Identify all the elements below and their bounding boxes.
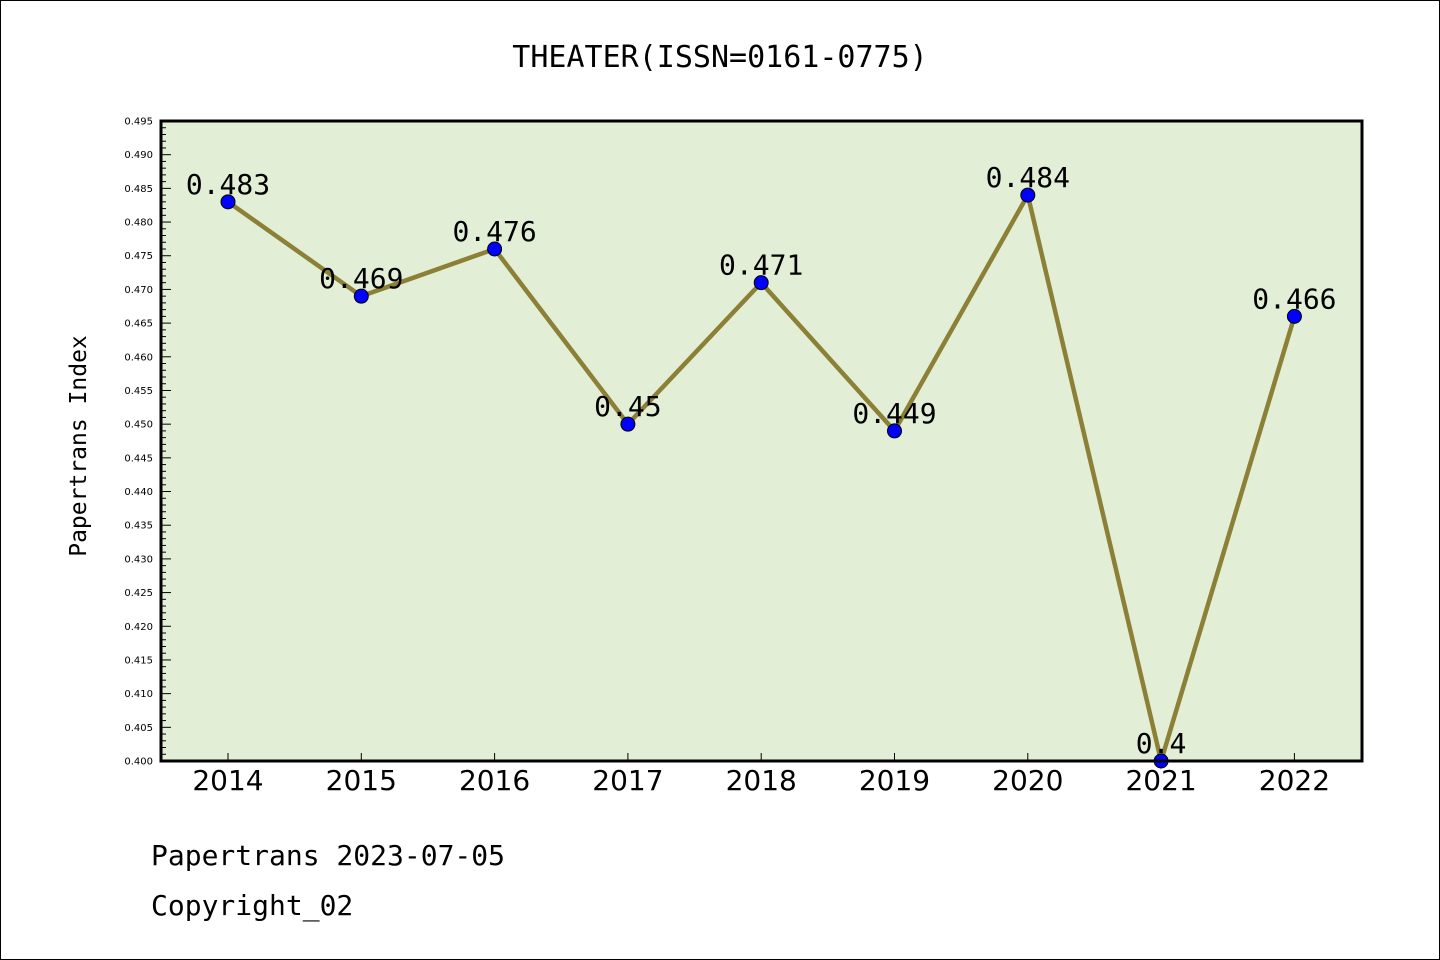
x-tick-label: 2014 xyxy=(192,764,263,797)
y-tick-label: 0.400 xyxy=(124,757,153,768)
data-point xyxy=(753,275,769,291)
y-tick-label: 0.415 xyxy=(124,655,153,666)
y-tick-label: 0.460 xyxy=(124,352,153,363)
y-tick-label: 0.420 xyxy=(124,622,153,633)
y-tick-label: 0.455 xyxy=(124,386,153,397)
x-tick-label: 2020 xyxy=(992,764,1063,797)
data-label: 0.483 xyxy=(186,168,270,201)
data-label: 0.469 xyxy=(319,262,403,295)
data-label: 0.476 xyxy=(452,215,536,248)
x-axis: 2014 2015 2016 2017 2018 2019 2020 2021 2022 xyxy=(192,753,1330,797)
data-point xyxy=(1020,187,1036,203)
data-label: 0.45 xyxy=(594,390,661,423)
y-tick-label: 0.480 xyxy=(124,218,153,229)
y-tick-label: 0.445 xyxy=(124,453,153,464)
y-tick-label: 0.470 xyxy=(124,285,153,296)
plot-area xyxy=(161,121,1362,761)
data-point xyxy=(620,416,636,432)
data-point xyxy=(1286,308,1302,324)
y-tick-label: 0.495 xyxy=(124,117,153,128)
footer-copyright: Copyright_02 xyxy=(151,889,353,923)
x-tick-label: 2022 xyxy=(1259,764,1330,797)
y-tick-label: 0.485 xyxy=(124,184,153,195)
y-tick-label: 0.425 xyxy=(124,588,153,599)
data-label: 0.484 xyxy=(986,161,1070,194)
data-label: 0.471 xyxy=(719,249,803,282)
y-tick-label: 0.450 xyxy=(124,420,153,431)
data-label: 0.449 xyxy=(852,397,936,430)
x-tick-label: 2017 xyxy=(592,764,663,797)
data-point xyxy=(220,194,236,210)
y-tick-label: 0.430 xyxy=(124,554,153,565)
y-tick-label: 0.490 xyxy=(124,150,153,161)
y-tick-label: 0.465 xyxy=(124,319,153,330)
data-point xyxy=(487,241,503,257)
footer-date: Papertrans 2023-07-05 xyxy=(151,839,505,872)
x-tick-label: 2019 xyxy=(859,764,930,797)
y-tick-label: 0.405 xyxy=(124,723,153,734)
series-group: 0.483 0.469 0.476 0.45 0.471 0.449 0.484 0.4 0.4… xyxy=(186,161,1337,770)
data-label: 0.466 xyxy=(1252,282,1336,315)
y-tick-label: 0.440 xyxy=(124,487,153,498)
data-point xyxy=(887,423,902,439)
x-tick-label: 2018 xyxy=(726,764,797,797)
x-tick-label: 2015 xyxy=(326,764,397,797)
y-tick-label: 0.410 xyxy=(124,689,153,700)
data-point xyxy=(353,288,369,304)
plot-border xyxy=(159,119,1364,763)
x-tick-label: 2016 xyxy=(459,764,530,797)
x-tick-label: 2021 xyxy=(1125,764,1196,797)
y-axis-label: Papertrans Index xyxy=(66,335,92,557)
chart-title: THEATER(ISSN=0161-0775) xyxy=(512,40,927,75)
y-tick-label: 0.435 xyxy=(124,521,153,532)
y-tick-label: 0.475 xyxy=(124,251,153,262)
data-label: 0.4 xyxy=(1136,727,1187,760)
